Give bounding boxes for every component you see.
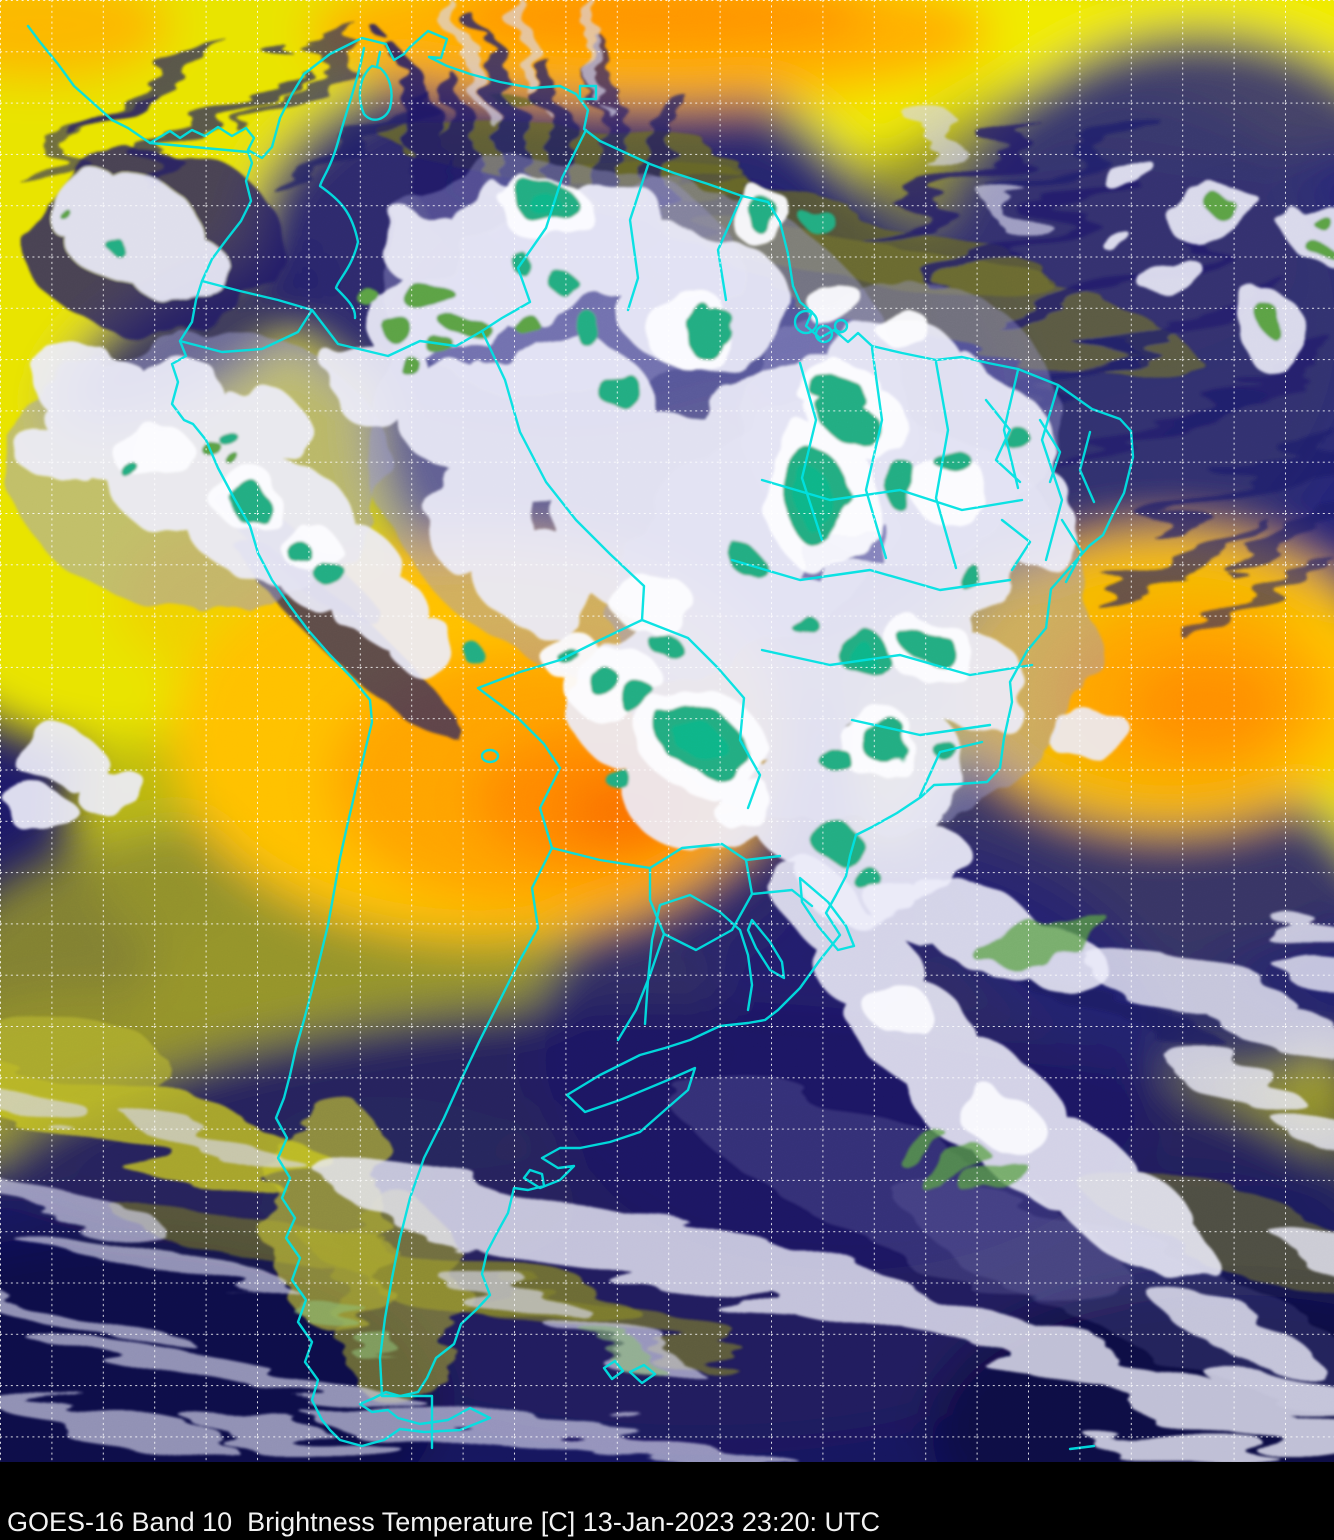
satellite-map bbox=[0, 0, 1334, 1462]
graticule-overlay bbox=[0, 0, 1334, 1462]
caption-bar: GOES-16 Band 10 Brightness Temperature [… bbox=[0, 1462, 1334, 1540]
caption-text: GOES-16 Band 10 Brightness Temperature [… bbox=[7, 1506, 880, 1537]
